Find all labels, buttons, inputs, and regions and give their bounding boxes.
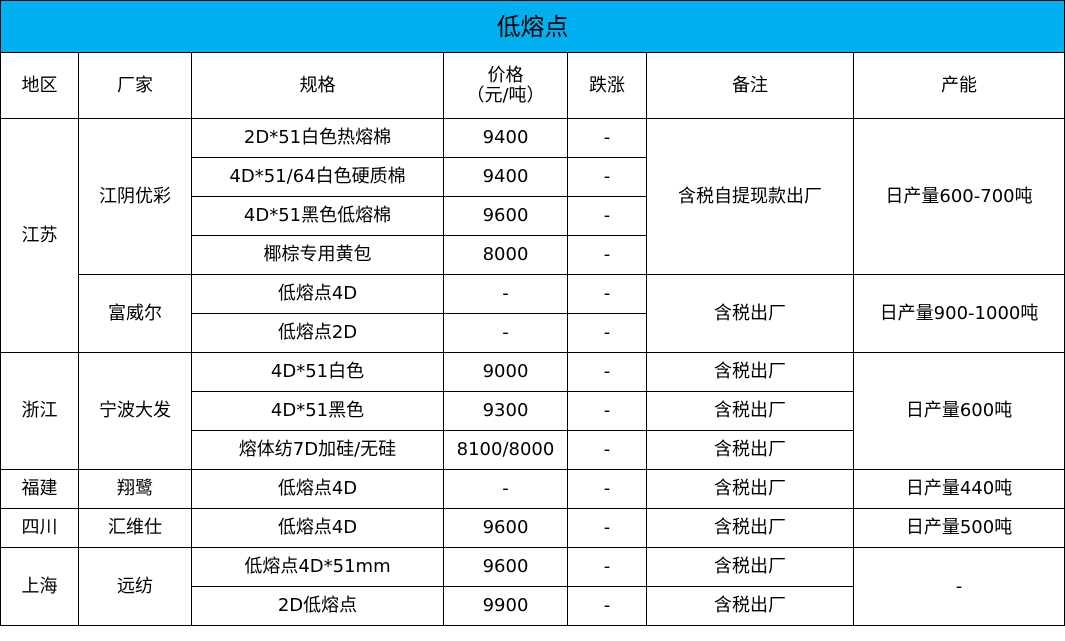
table-row: 上海 远纺 低熔点4D*51mm 9600 - 含税出厂 - [0,547,1065,626]
spec-cell: 熔体纺7D加硅/无硅 [191,430,444,470]
table-row: 4D*51黑色 9300 - 含税出厂 [1,391,1065,431]
price-cell: 9300 [443,391,568,431]
header-price-label: 价格 [487,64,524,86]
table-row: 浙江 宁波大发 4D*51白色 9000 - 含税出厂 日产量600吨 [0,352,1065,470]
header-spec: 规格 [191,52,444,119]
spec-cell: 2D*51白色热熔棉 [191,118,444,158]
table-row: 富威尔 低熔点4D - - 含税出厂 日产量900-1000吨 [1,274,1065,353]
header-note: 备注 [646,52,854,119]
region-cell: 浙江 [0,352,79,470]
spec-cell: 低熔点4D [191,469,444,509]
note-cell: 含税出厂 [646,508,854,548]
change-cell: - [567,508,647,548]
price-cell: 9400 [443,118,568,158]
maker-cell: 宁波大发 [78,352,192,470]
spec-cell: 低熔点4D [191,274,444,314]
change-cell: - [567,313,647,353]
price-cell: 9600 [443,196,568,236]
table-row: 四川 汇维仕 低熔点4D 9600 - 含税出厂 日产量500吨 [0,508,1065,548]
spec-cell: 低熔点2D [191,313,444,353]
note-cell: 含税出厂 [646,547,854,587]
region-cell: 上海 [0,547,79,626]
price-cell: - [443,313,568,353]
note-cell: 含税出厂 [646,430,854,470]
spec-cell: 4D*51白色 [191,352,444,392]
note-cell: 含税自提现款出厂 [646,118,854,275]
change-cell: - [567,469,647,509]
table-row: 低熔点2D - - [1,313,1065,353]
table-row: 2D低熔点 9900 - 含税出厂 [1,586,1065,626]
header-price: 价格 （元/吨） [443,52,568,119]
change-cell: - [567,547,647,587]
price-cell: - [443,469,568,509]
price-cell: 9900 [443,586,568,626]
change-cell: - [567,196,647,236]
header-region: 地区 [0,52,79,119]
capacity-cell: 日产量440吨 [852,469,1065,509]
price-cell: 9000 [443,352,568,392]
spec-cell: 椰棕专用黄包 [191,235,444,275]
region-cell: 福建 [0,469,79,509]
price-cell: 8100/8000 [443,430,568,470]
change-cell: - [567,352,647,392]
change-cell: - [567,274,647,314]
capacity-cell: 日产量600吨 [852,352,1065,470]
spec-cell: 低熔点4D*51mm [191,547,444,587]
spec-cell: 4D*51黑色低熔棉 [191,196,444,236]
spec-cell: 4D*51黑色 [191,391,444,431]
table-row: 椰棕专用黄包 8000 - [1,235,1065,275]
change-cell: - [567,157,647,197]
change-cell: - [567,235,647,275]
maker-cell: 汇维仕 [78,508,192,548]
price-cell: - [443,274,568,314]
spec-cell: 2D低熔点 [191,586,444,626]
change-cell: - [567,430,647,470]
maker-cell: 远纺 [78,547,192,626]
note-cell: 含税出厂 [646,469,854,509]
region-cell: 四川 [0,508,79,548]
change-cell: - [567,118,647,158]
price-cell: 9600 [443,508,568,548]
maker-cell: 翔鹭 [78,469,192,509]
change-cell: - [567,586,647,626]
region-cell: 江苏 [0,118,79,353]
header-maker: 厂家 [78,52,192,119]
header-change: 跌涨 [567,52,647,119]
change-cell: - [567,391,647,431]
price-cell: 9400 [443,157,568,197]
spec-cell: 4D*51/64白色硬质棉 [191,157,444,197]
capacity-cell: - [852,547,1065,626]
table-row: 4D*51/64白色硬质棉 9400 - [1,157,1065,197]
maker-cell: 富威尔 [78,274,192,353]
header-row: 地区 厂家 规格 价格 （元/吨） 跌涨 备注 产能 [0,52,1065,119]
table-title: 低熔点 [0,0,1065,53]
note-cell: 含税出厂 [646,274,854,353]
note-cell: 含税出厂 [646,352,854,392]
maker-cell: 江阴优彩 [78,118,192,275]
note-cell: 含税出厂 [646,391,854,431]
price-table: 低熔点 地区 厂家 规格 价格 （元/吨） 跌涨 备注 产能 江苏 江阴优彩 2D… [0,0,1065,626]
header-price-unit: （元/吨） [466,84,545,106]
capacity-cell: 日产量500吨 [852,508,1065,548]
note-cell: 含税出厂 [646,586,854,626]
capacity-cell: 日产量600-700吨 [852,118,1065,275]
table-row: 福建 翔鹭 低熔点4D - - 含税出厂 日产量440吨 [0,469,1065,509]
price-cell: 9600 [443,547,568,587]
price-cell: 8000 [443,235,568,275]
spec-cell: 低熔点4D [191,508,444,548]
header-capacity: 产能 [852,52,1065,119]
table-row: 江苏 江阴优彩 2D*51白色热熔棉 9400 - 含税自提现款出厂 日产量60… [0,118,1065,353]
capacity-cell: 日产量900-1000吨 [852,274,1065,353]
